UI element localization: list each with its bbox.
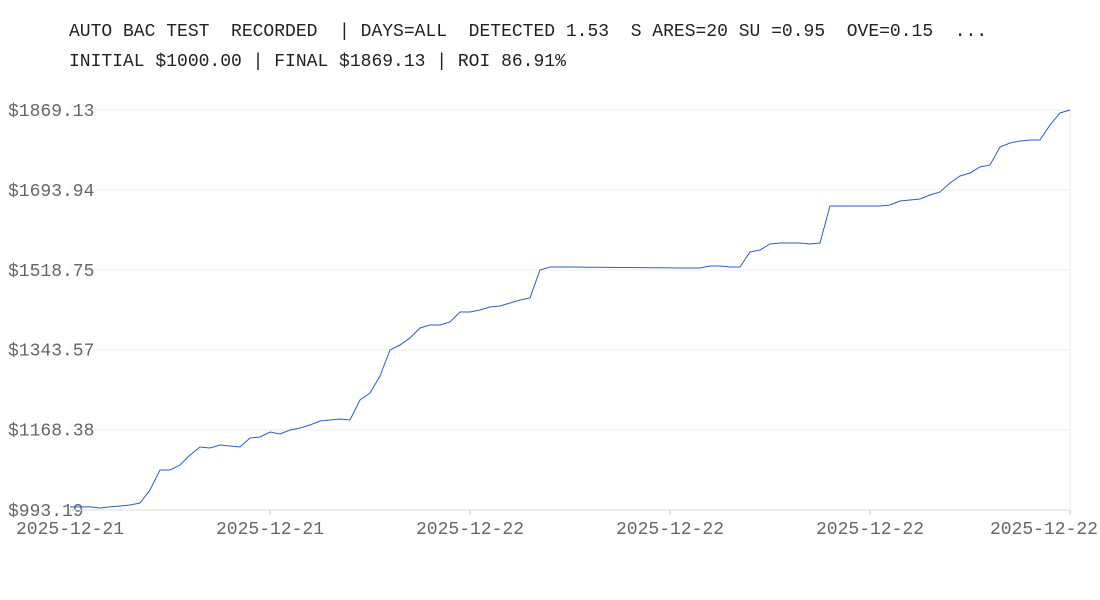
y-tick-label: $1168.38: [8, 422, 94, 442]
y-tick-label: $993.19: [8, 502, 84, 522]
y-tick-label: $1869.13: [8, 102, 94, 122]
x-tick-label: 2025-12-22: [816, 520, 924, 540]
x-tick-label: 2025-12-21: [16, 520, 124, 540]
chart-title: AUTO BAC TEST RECORDED | DAYS=ALL DETECT…: [69, 22, 987, 42]
y-tick-label: $1343.57: [8, 342, 94, 362]
y-tick-label: $1518.75: [8, 262, 94, 282]
equity-line: [70, 109, 1071, 509]
x-tick-label: 2025-12-22: [990, 520, 1098, 540]
x-tick-label: 2025-12-22: [416, 520, 524, 540]
chart-subtitle: INITIAL $1000.00 | FINAL $1869.13 | ROI …: [69, 52, 566, 72]
x-tick-label: 2025-12-22: [616, 520, 724, 540]
x-tick-label: 2025-12-21: [216, 520, 324, 540]
y-tick-label: $1693.94: [8, 182, 94, 202]
